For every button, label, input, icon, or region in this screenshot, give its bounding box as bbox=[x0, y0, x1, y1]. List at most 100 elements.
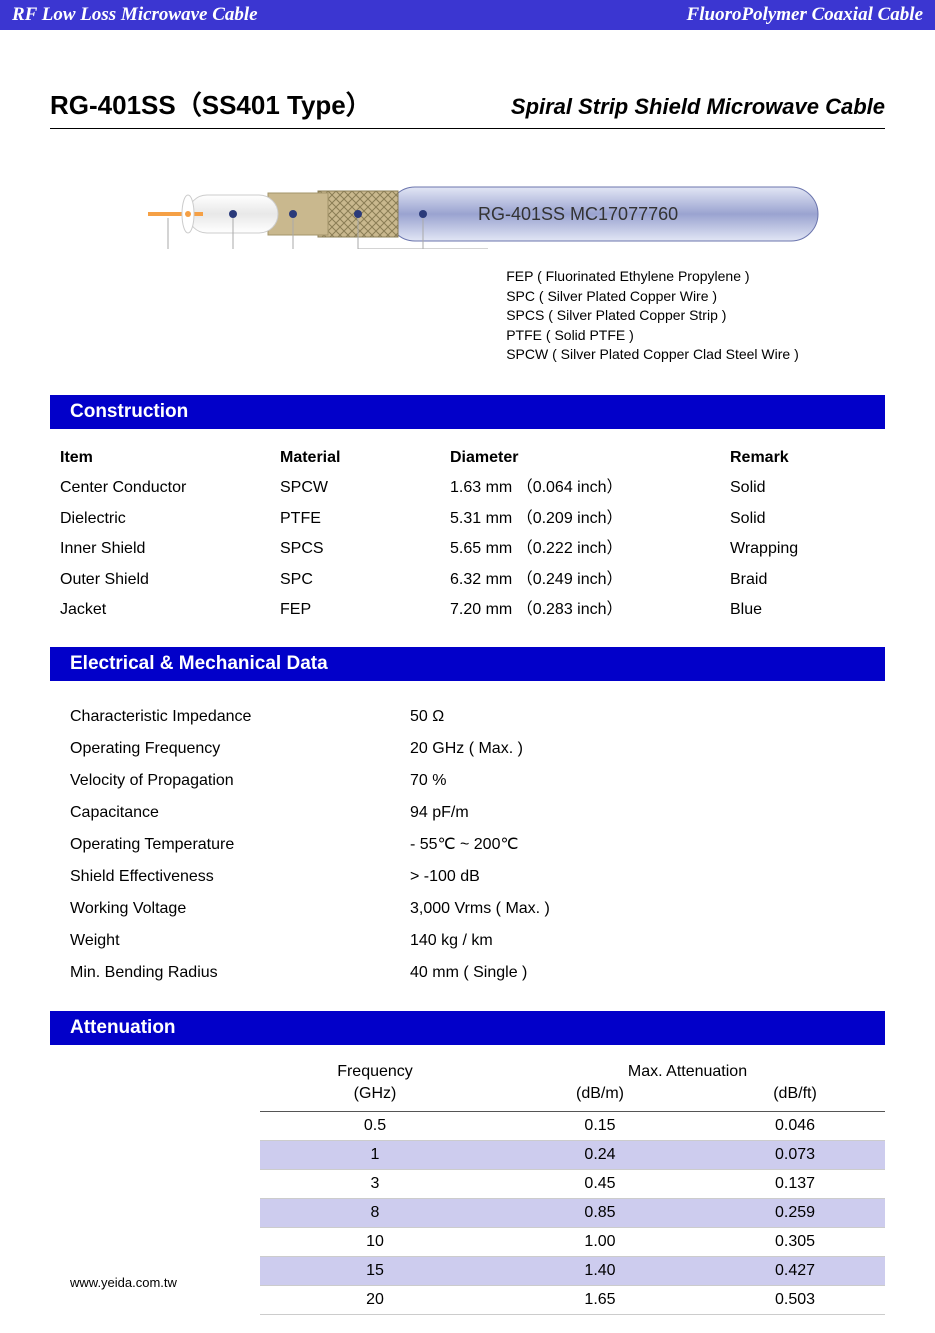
title-row: RG-401SS（SS401 Type） Spiral Strip Shield… bbox=[50, 85, 885, 129]
construction-table: Item Material Diameter Remark Center Con… bbox=[60, 443, 875, 625]
table-row: Velocity of Propagation70 % bbox=[70, 765, 875, 797]
callouts: FEP ( Fluorinated Ethylene Propylene ) S… bbox=[506, 267, 799, 365]
cell-value: 40 mm ( Single ) bbox=[410, 957, 875, 989]
cell-value: 3,000 Vrms ( Max. ) bbox=[410, 893, 875, 925]
attenuation-table: Frequency Max. Attenuation (GHz) (dB/m) … bbox=[260, 1063, 885, 1315]
table-row: 201.650.503 bbox=[260, 1286, 885, 1315]
cell-label: Operating Frequency bbox=[70, 733, 410, 765]
cell-label: Velocity of Propagation bbox=[70, 765, 410, 797]
callout-line: SPCS ( Silver Plated Copper Strip ) bbox=[506, 306, 799, 326]
cell-label: Characteristic Impedance bbox=[70, 701, 410, 733]
cell-freq: 1 bbox=[260, 1146, 490, 1164]
unit-dbft: (dB/ft) bbox=[710, 1085, 880, 1103]
cell-value: 140 kg / km bbox=[410, 925, 875, 957]
table-row: Working Voltage3,000 Vrms ( Max. ) bbox=[70, 893, 875, 925]
cell-dbft: 0.137 bbox=[710, 1175, 880, 1193]
cell-freq: 3 bbox=[260, 1175, 490, 1193]
cell-item: Outer Shield bbox=[60, 565, 280, 595]
table-row: DielectricPTFE5.31 mm （0.209 inch）Solid bbox=[60, 504, 875, 534]
cell-material: FEP bbox=[280, 595, 450, 625]
banner-right: FluoroPolymer Coaxial Cable bbox=[687, 4, 923, 26]
table-subheader-row: (GHz) (dB/m) (dB/ft) bbox=[260, 1085, 885, 1112]
table-row: Characteristic Impedance50 Ω bbox=[70, 701, 875, 733]
cell-dbft: 0.259 bbox=[710, 1204, 880, 1222]
table-row: Outer ShieldSPC6.32 mm （0.249 inch）Braid bbox=[60, 565, 875, 595]
cell-dbft: 0.073 bbox=[710, 1146, 880, 1164]
table-row: 151.400.427 bbox=[260, 1257, 885, 1286]
model-title: RG-401SS（SS401 Type） bbox=[50, 85, 372, 122]
cell-item: Jacket bbox=[60, 595, 280, 625]
cell-freq: 8 bbox=[260, 1204, 490, 1222]
cell-material: SPC bbox=[280, 565, 450, 595]
cell-label: Weight bbox=[70, 925, 410, 957]
table-row: Shield Effectiveness> -100 dB bbox=[70, 861, 875, 893]
cell-label: Operating Temperature bbox=[70, 829, 410, 861]
callout-line: FEP ( Fluorinated Ethylene Propylene ) bbox=[506, 267, 799, 287]
cell-value: - 55℃ ~ 200℃ bbox=[410, 829, 875, 861]
cell-freq: 15 bbox=[260, 1262, 490, 1280]
col-material: Material bbox=[280, 443, 450, 473]
cell-diameter: 5.31 mm （0.209 inch） bbox=[450, 504, 730, 534]
table-row: Center ConductorSPCW1.63 mm （0.064 inch）… bbox=[60, 473, 875, 503]
cable-diagram: RG-401SS MC17077760 FEP ( Fluorinated Et… bbox=[50, 179, 885, 365]
table-header-row: Item Material Diameter Remark bbox=[60, 443, 875, 473]
cell-item: Inner Shield bbox=[60, 534, 280, 564]
top-banner: RF Low Loss Microwave Cable FluoroPolyme… bbox=[0, 0, 935, 30]
col-attenuation: Max. Attenuation bbox=[490, 1063, 885, 1081]
col-remark: Remark bbox=[730, 443, 875, 473]
table-row: Operating Frequency20 GHz ( Max. ) bbox=[70, 733, 875, 765]
cell-diameter: 7.20 mm （0.283 inch） bbox=[450, 595, 730, 625]
cell-diameter: 5.65 mm （0.222 inch） bbox=[450, 534, 730, 564]
cable-label-text: RG-401SS MC17077760 bbox=[478, 204, 678, 224]
table-row: 80.850.259 bbox=[260, 1199, 885, 1228]
cable-svg: RG-401SS MC17077760 bbox=[108, 179, 828, 249]
cell-value: 94 pF/m bbox=[410, 797, 875, 829]
cell-value: 50 Ω bbox=[410, 701, 875, 733]
cell-value: 20 GHz ( Max. ) bbox=[410, 733, 875, 765]
cell-material: SPCW bbox=[280, 473, 450, 503]
cell-freq: 20 bbox=[260, 1291, 490, 1309]
cell-dbft: 0.046 bbox=[710, 1117, 880, 1135]
cell-material: SPCS bbox=[280, 534, 450, 564]
unit-freq: (GHz) bbox=[260, 1085, 490, 1103]
callout-line: PTFE ( Solid PTFE ) bbox=[506, 326, 799, 346]
col-item: Item bbox=[60, 443, 280, 473]
electrical-table: Characteristic Impedance50 ΩOperating Fr… bbox=[70, 701, 875, 989]
table-row: Capacitance94 pF/m bbox=[70, 797, 875, 829]
cell-dbm: 0.45 bbox=[490, 1175, 710, 1193]
unit-dbm: (dB/m) bbox=[490, 1085, 710, 1103]
table-row: Min. Bending Radius40 mm ( Single ) bbox=[70, 957, 875, 989]
cell-item: Dielectric bbox=[60, 504, 280, 534]
cell-remark: Braid bbox=[730, 565, 875, 595]
cell-label: Working Voltage bbox=[70, 893, 410, 925]
col-frequency: Frequency bbox=[260, 1063, 490, 1081]
cell-diameter: 1.63 mm （0.064 inch） bbox=[450, 473, 730, 503]
cell-material: PTFE bbox=[280, 504, 450, 534]
callout-line: SPCW ( Silver Plated Copper Clad Steel W… bbox=[506, 345, 799, 365]
callout-line: SPC ( Silver Plated Copper Wire ) bbox=[506, 287, 799, 307]
table-row: JacketFEP7.20 mm （0.283 inch）Blue bbox=[60, 595, 875, 625]
cell-dbm: 1.40 bbox=[490, 1262, 710, 1280]
cell-item: Center Conductor bbox=[60, 473, 280, 503]
table-header-row: Frequency Max. Attenuation bbox=[260, 1063, 885, 1081]
table-row: 0.50.150.046 bbox=[260, 1112, 885, 1141]
cell-label: Min. Bending Radius bbox=[70, 957, 410, 989]
cell-dbft: 0.503 bbox=[710, 1291, 880, 1309]
cell-remark: Solid bbox=[730, 473, 875, 503]
cell-remark: Blue bbox=[730, 595, 875, 625]
cell-dbm: 0.85 bbox=[490, 1204, 710, 1222]
cell-dbm: 1.00 bbox=[490, 1233, 710, 1251]
cell-value: > -100 dB bbox=[410, 861, 875, 893]
cell-label: Shield Effectiveness bbox=[70, 861, 410, 893]
banner-left: RF Low Loss Microwave Cable bbox=[12, 4, 258, 26]
table-row: 101.000.305 bbox=[260, 1228, 885, 1257]
cell-dbm: 0.15 bbox=[490, 1117, 710, 1135]
cell-dbft: 0.305 bbox=[710, 1233, 880, 1251]
construction-header: Construction bbox=[50, 395, 885, 429]
table-row: Weight140 kg / km bbox=[70, 925, 875, 957]
cell-label: Capacitance bbox=[70, 797, 410, 829]
cell-dbm: 0.24 bbox=[490, 1146, 710, 1164]
table-row: 30.450.137 bbox=[260, 1170, 885, 1199]
cell-remark: Wrapping bbox=[730, 534, 875, 564]
electrical-header: Electrical & Mechanical Data bbox=[50, 647, 885, 681]
